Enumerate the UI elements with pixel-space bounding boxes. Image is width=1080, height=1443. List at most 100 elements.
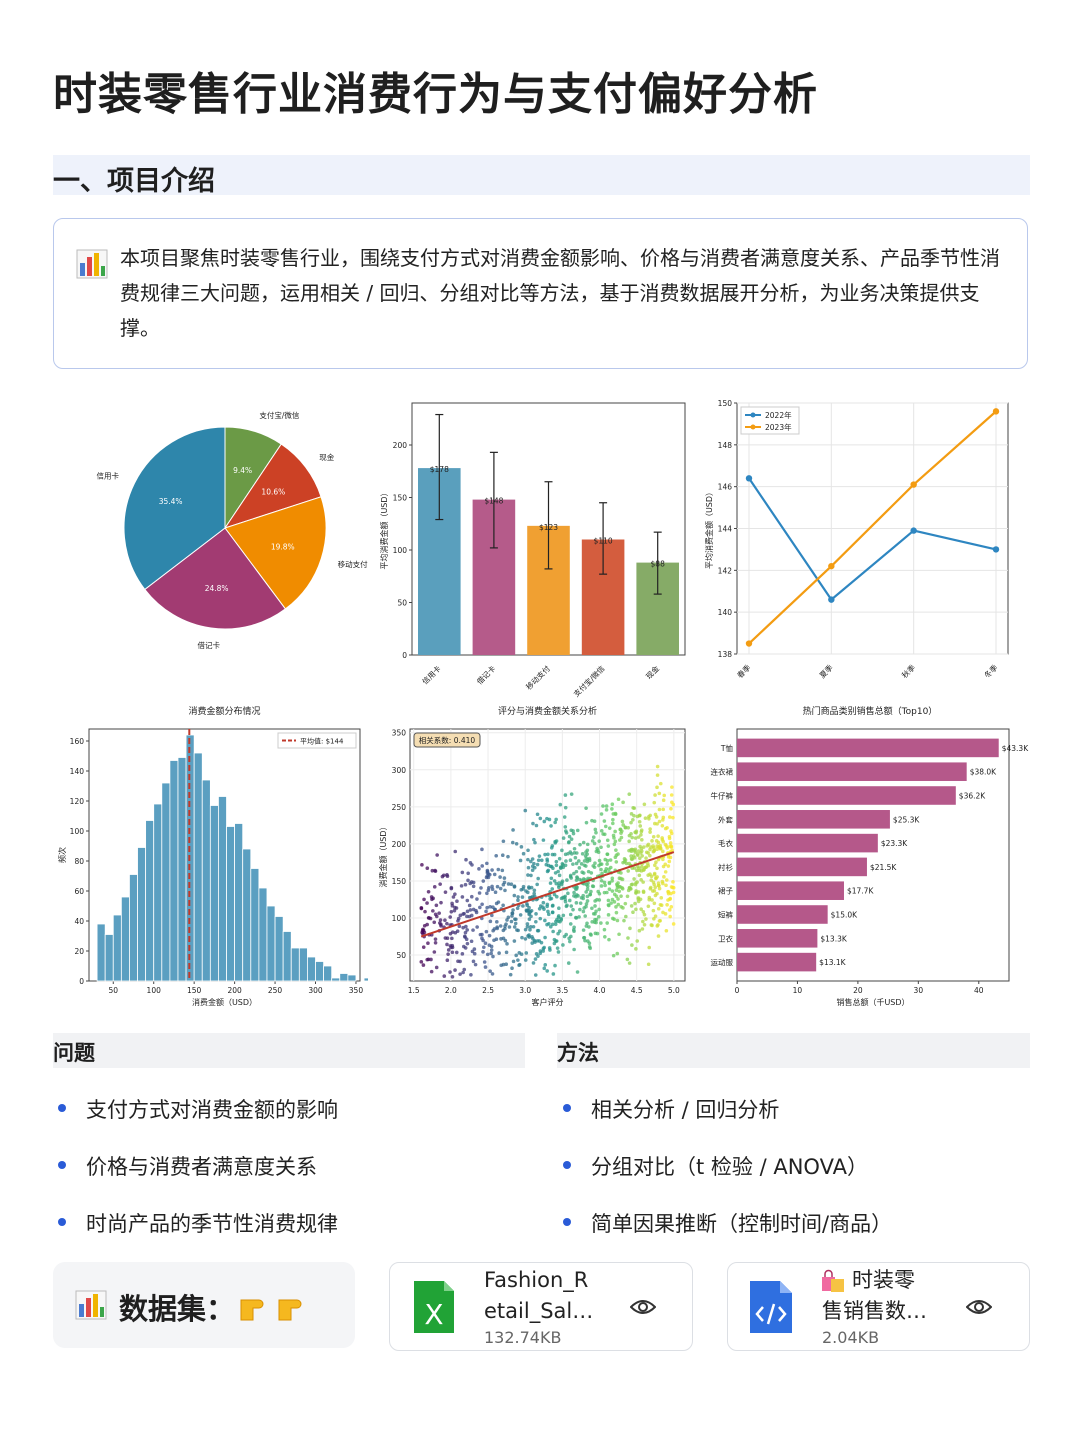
scatter-point xyxy=(569,792,574,796)
scatter-point xyxy=(445,958,450,963)
scatter-point xyxy=(543,935,547,940)
scatter-point xyxy=(448,915,453,919)
scatter-point xyxy=(556,931,560,936)
x-tick-label: 350 xyxy=(349,986,364,995)
scatter-point xyxy=(623,901,628,906)
scatter-point xyxy=(471,959,476,964)
dataset-file-card[interactable]: 时装零 售销售数… 2.04KB xyxy=(727,1262,1030,1351)
y-tick-label: 80 xyxy=(74,857,84,866)
scatter-point xyxy=(490,887,495,891)
scatter-point xyxy=(513,921,518,926)
scatter-point xyxy=(546,912,551,917)
scatter-point xyxy=(590,839,595,843)
scatter-point xyxy=(577,866,582,870)
scatter-point xyxy=(538,816,543,821)
scatter-point xyxy=(661,815,666,820)
scatter-point xyxy=(426,941,430,946)
histogram-bar xyxy=(339,973,349,982)
scatter-point xyxy=(615,951,620,956)
scatter-point xyxy=(658,781,663,786)
scatter-point xyxy=(466,871,470,876)
histogram-bar xyxy=(96,923,106,982)
scatter-point xyxy=(505,942,509,946)
y-tick-label: 120 xyxy=(70,797,85,806)
scatter-point xyxy=(419,906,424,911)
dataset-file-card[interactable]: X Fashion_R etail_Sal… 132.74KB xyxy=(389,1262,693,1351)
scatter-point xyxy=(590,818,594,823)
scatter-point xyxy=(482,945,486,950)
scatter-point xyxy=(504,962,509,967)
scatter-point xyxy=(571,862,575,866)
scatter-point xyxy=(561,836,566,840)
scatter-point xyxy=(482,960,487,964)
scatter-point xyxy=(626,936,630,940)
scatter-point xyxy=(572,847,577,851)
scatter-point xyxy=(489,951,493,956)
section-title: 一、项目介绍 xyxy=(53,166,215,197)
scatter-point xyxy=(499,937,503,941)
scatter-point xyxy=(641,880,645,884)
scatter-point xyxy=(505,918,509,922)
scatter-point xyxy=(661,881,665,886)
scatter-point xyxy=(671,880,675,884)
scatter-point xyxy=(632,813,636,818)
scatter-point xyxy=(645,861,650,866)
scatter-point xyxy=(656,923,660,927)
scatter-point xyxy=(464,937,469,942)
scatter-point xyxy=(525,901,529,906)
scatter-point xyxy=(450,904,455,908)
scatter-point xyxy=(458,959,462,964)
scatter-point xyxy=(636,853,640,858)
scatter-point xyxy=(626,826,631,830)
scatter-point xyxy=(636,835,641,839)
scatter-point xyxy=(572,871,576,876)
histogram-bar xyxy=(242,848,252,982)
scatter-point xyxy=(433,940,438,945)
scatter-point xyxy=(537,854,542,858)
hbar xyxy=(737,833,878,853)
scatter-point xyxy=(619,904,624,909)
bar-value-label: $148 xyxy=(484,497,503,506)
y-tick-label: 运动服 xyxy=(711,957,734,967)
scatter-point xyxy=(422,897,426,902)
scatter-point xyxy=(605,890,609,895)
scatter-point xyxy=(585,894,590,899)
scatter-point xyxy=(575,970,580,974)
pie-value-label: 35.4% xyxy=(159,497,183,506)
scatter-point xyxy=(503,926,507,931)
annotation-box xyxy=(413,732,481,748)
hbar-top10-categories: 热门商品类别销售总额（Top10） 0 10 20 30 40 T恤 $43.3K 连衣裙 $38… xyxy=(700,700,1030,1012)
scatter-point xyxy=(663,912,668,916)
hbar xyxy=(737,905,828,924)
scatter-point xyxy=(585,887,590,892)
scatter-point xyxy=(501,962,506,967)
scatter-point xyxy=(583,914,587,918)
scatter-point xyxy=(657,807,662,812)
scatter-point xyxy=(564,829,568,833)
scatter-point xyxy=(618,827,622,832)
scatter-point xyxy=(562,815,567,819)
intro-text: 本项目聚焦时装零售行业，围绕支付方式对消费金额影响、价格与消费者满意度关系、产品… xyxy=(120,246,1000,340)
scatter-point xyxy=(480,936,484,941)
scatter-point xyxy=(610,802,615,807)
scatter-point xyxy=(439,922,443,927)
scatter-point xyxy=(510,966,514,970)
scatter-point xyxy=(612,842,617,847)
series-point xyxy=(828,596,835,603)
scatter-point xyxy=(529,914,533,919)
x-axis-label: 客户评分 xyxy=(532,997,564,1007)
pie-slice xyxy=(123,426,226,591)
scatter-point xyxy=(443,890,448,894)
eye-icon[interactable] xyxy=(630,1297,656,1317)
eye-icon[interactable] xyxy=(966,1297,992,1317)
scatter-point xyxy=(619,871,623,875)
scatter-point xyxy=(594,830,598,835)
scatter-point xyxy=(490,884,494,889)
dataset-label: 数据集： xyxy=(119,1292,236,1326)
scatter-point xyxy=(481,879,486,883)
scatter-point xyxy=(574,916,579,920)
histogram-bar xyxy=(209,805,219,982)
scatter-point xyxy=(605,852,610,857)
scatter-point xyxy=(634,907,638,912)
y-tick-label: T恤 xyxy=(720,743,734,753)
